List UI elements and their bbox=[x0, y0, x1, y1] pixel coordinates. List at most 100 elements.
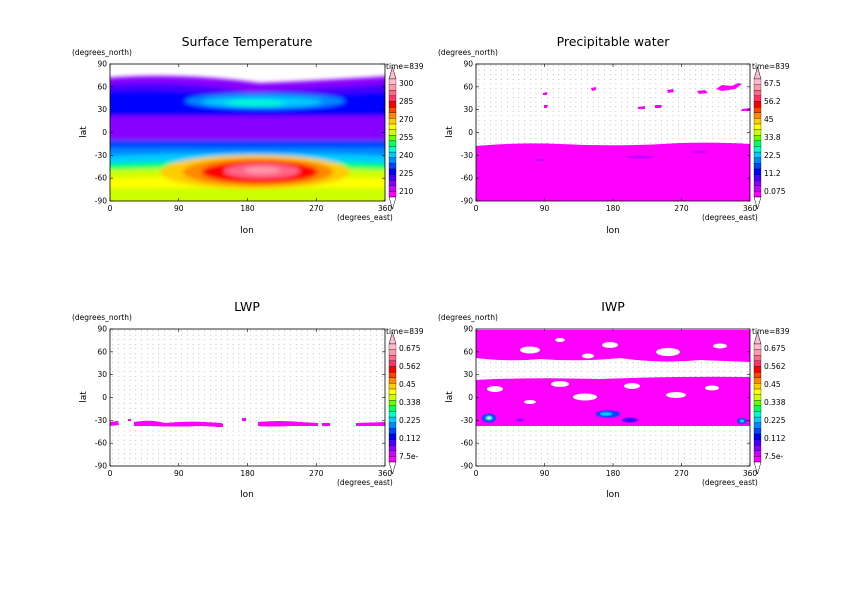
y-tick-label: -30 bbox=[95, 416, 107, 425]
time-label: time=839 bbox=[386, 327, 424, 336]
y-tick-label: -60 bbox=[461, 174, 473, 183]
colorbar-swatch bbox=[388, 411, 397, 418]
colorbar-swatch bbox=[753, 428, 762, 435]
colorbar-label: 45 bbox=[764, 115, 774, 124]
colorbar-swatch bbox=[753, 456, 762, 463]
y-axis-label: lat bbox=[79, 391, 89, 403]
y-tick-label: 90 bbox=[97, 325, 107, 334]
y-tick-label: -30 bbox=[461, 416, 473, 425]
x-tick-label: 90 bbox=[540, 204, 550, 213]
colorbar-swatch bbox=[388, 112, 397, 119]
x-tick-label: 0 bbox=[474, 469, 479, 478]
colorbar-label: 33.8 bbox=[764, 133, 781, 142]
colorbar-swatch bbox=[753, 383, 762, 390]
x-axis-label: lon bbox=[606, 490, 620, 500]
colorbar-label: 7.5e- bbox=[399, 452, 419, 461]
y-tick-label: 90 bbox=[97, 60, 107, 69]
y-tick-label: -90 bbox=[95, 197, 107, 206]
colorbar-bottom-arrow bbox=[388, 196, 397, 210]
chart-title: Surface Temperature bbox=[182, 34, 313, 49]
chart-title: LWP bbox=[234, 299, 260, 314]
x-tick-label: 180 bbox=[240, 204, 255, 213]
colorbar-swatch bbox=[753, 444, 762, 451]
y-unit-label: (degrees_north) bbox=[72, 313, 132, 322]
colorbar-swatch bbox=[388, 191, 397, 198]
y-tick-label: 60 bbox=[97, 347, 107, 356]
colorbar-swatch bbox=[388, 179, 397, 186]
y-tick-label: 60 bbox=[97, 82, 107, 91]
colorbar-swatch bbox=[753, 174, 762, 181]
colorbar-swatch bbox=[388, 95, 397, 102]
colorbar-label: 0.562 bbox=[764, 362, 786, 371]
x-unit-label: (degrees_east) bbox=[337, 478, 393, 487]
colorbar-swatch bbox=[388, 422, 397, 429]
colorbar-swatch bbox=[753, 394, 762, 401]
colorbar-swatch bbox=[388, 377, 397, 384]
y-axis-label: lat bbox=[445, 391, 455, 403]
x-tick-label: 0 bbox=[108, 204, 113, 213]
colorbar-swatch bbox=[753, 405, 762, 412]
colorbar: 0.675 0.562 0.45 0.338 0.225 0.112 7.5e- bbox=[753, 331, 786, 475]
colorbar-swatch bbox=[388, 163, 397, 170]
colorbar-label: 0.45 bbox=[399, 380, 416, 389]
colorbar-label: 300 bbox=[399, 79, 414, 88]
y-axis-label: lat bbox=[79, 126, 89, 138]
y-unit-label: (degrees_north) bbox=[72, 48, 132, 57]
plot-area bbox=[110, 64, 385, 201]
colorbar-label: 0.338 bbox=[764, 398, 786, 407]
x-unit-label: (degrees_east) bbox=[702, 478, 758, 487]
colorbar-swatch bbox=[388, 174, 397, 181]
x-axis-label: lon bbox=[606, 226, 620, 236]
x-tick-label: 90 bbox=[540, 469, 550, 478]
x-tick-label: 270 bbox=[674, 204, 689, 213]
colorbar-swatch bbox=[388, 101, 397, 108]
colorbar-swatch bbox=[753, 157, 762, 164]
colorbar-label: 270 bbox=[399, 115, 414, 124]
colorbar-swatch bbox=[753, 191, 762, 198]
colorbar-swatch bbox=[388, 349, 397, 356]
colorbar-swatch bbox=[388, 444, 397, 451]
colorbar-swatch bbox=[753, 377, 762, 384]
colorbar-bottom-arrow bbox=[388, 461, 397, 475]
dot-grid bbox=[112, 330, 383, 464]
colorbar-swatch bbox=[388, 157, 397, 164]
colorbar-swatch bbox=[388, 135, 397, 141]
colorbar-swatch bbox=[388, 433, 397, 440]
y-tick-label: 0 bbox=[102, 393, 107, 402]
colorbar-label: 0.45 bbox=[764, 380, 781, 389]
chart-title: IWP bbox=[601, 299, 625, 314]
x-tick-label: 270 bbox=[309, 204, 324, 213]
colorbar-label: 225 bbox=[399, 169, 414, 178]
colorbar-swatch bbox=[753, 84, 762, 91]
colorbar-swatch bbox=[388, 416, 397, 423]
colorbar-swatch bbox=[388, 118, 397, 125]
y-ticks: 90 60 30 0 -30 -60 -90 bbox=[461, 325, 750, 471]
panel-precipitable-water: Precipitable water (degrees_north) bbox=[438, 34, 790, 236]
colorbar-swatch bbox=[388, 343, 397, 350]
colorbar-label: 0.562 bbox=[399, 362, 421, 371]
x-axis-label: lon bbox=[240, 490, 254, 500]
colorbar-swatch bbox=[753, 112, 762, 119]
y-tick-label: 30 bbox=[97, 370, 107, 379]
x-tick-label: 360 bbox=[378, 204, 393, 213]
y-tick-label: 30 bbox=[463, 370, 473, 379]
colorbar-label: 0.225 bbox=[764, 416, 786, 425]
colorbar-label: 11.2 bbox=[764, 169, 781, 178]
x-tick-label: 180 bbox=[606, 469, 621, 478]
y-tick-label: -60 bbox=[95, 439, 107, 448]
colorbar-label: 0.112 bbox=[764, 434, 786, 443]
chart-title: Precipitable water bbox=[557, 34, 671, 49]
colorbar-label: 0.675 bbox=[399, 344, 421, 353]
colorbar-swatch bbox=[753, 95, 762, 102]
x-axis-label: lon bbox=[240, 226, 254, 236]
colorbar-swatch bbox=[753, 106, 762, 113]
y-unit-label: (degrees_north) bbox=[438, 313, 498, 322]
y-tick-label: -90 bbox=[461, 197, 473, 206]
colorbar-swatch bbox=[753, 422, 762, 429]
x-ticks: 0 90 180 270 360 bbox=[474, 64, 757, 213]
colorbar-label: 7.5e- bbox=[764, 452, 784, 461]
colorbar-swatch bbox=[753, 360, 762, 367]
colorbar-swatch bbox=[388, 371, 397, 378]
y-tick-label: 60 bbox=[463, 347, 473, 356]
x-tick-label: 0 bbox=[108, 469, 113, 478]
